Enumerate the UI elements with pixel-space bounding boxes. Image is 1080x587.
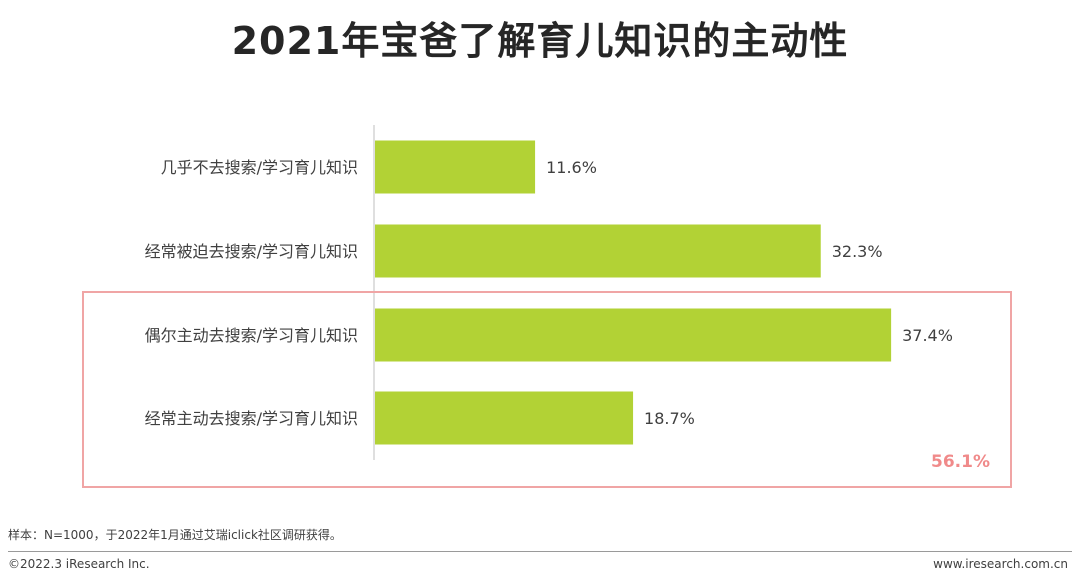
value-label: 11.6% — [546, 158, 597, 177]
value-label: 32.3% — [832, 242, 883, 261]
category-label: 偶尔主动去搜索/学习育儿知识 — [145, 326, 358, 345]
sample-note: 样本：N=1000，于2022年1月通过艾瑞iclick社区调研获得。 — [8, 528, 342, 542]
bar — [375, 224, 821, 278]
category-label: 经常主动去搜索/学习育儿知识 — [145, 409, 358, 428]
chart-title: 2021年宝爸了解育儿知识的主动性 — [231, 19, 849, 63]
category-label: 几乎不去搜索/学习育儿知识 — [161, 158, 358, 177]
footer-divider — [8, 551, 1072, 552]
bar — [375, 391, 634, 445]
footer-website: www.iresearch.com.cn — [933, 557, 1068, 571]
highlight-total-label: 56.1% — [931, 452, 990, 472]
highlight-box — [82, 291, 1012, 488]
footer-copyright: ©2022.3 iResearch Inc. — [8, 557, 150, 571]
value-label: 18.7% — [644, 409, 695, 428]
bar — [375, 140, 536, 194]
bar — [375, 308, 892, 362]
category-label: 经常被迫去搜索/学习育儿知识 — [145, 242, 358, 261]
value-label: 37.4% — [902, 326, 953, 345]
